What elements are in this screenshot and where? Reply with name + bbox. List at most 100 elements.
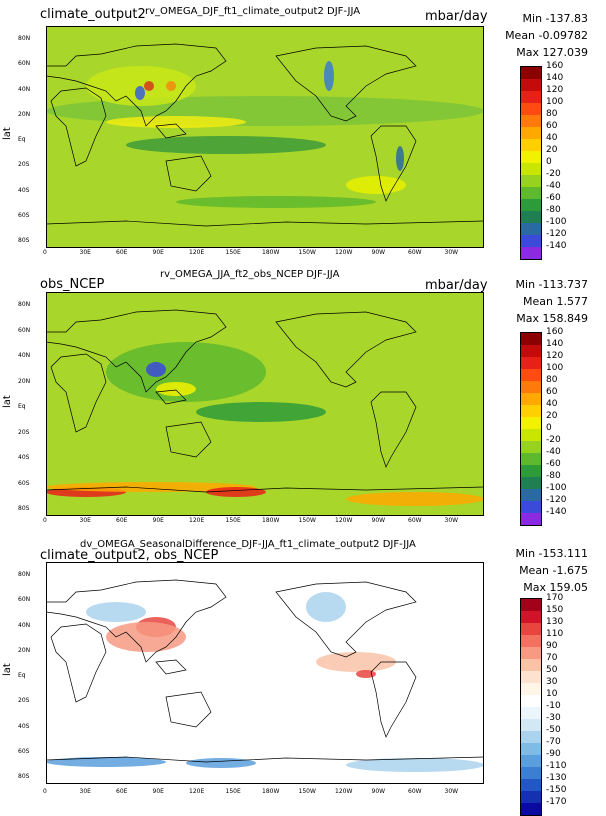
lat-tick-label: 80S bbox=[18, 505, 30, 512]
map-frame bbox=[46, 292, 484, 516]
coastline bbox=[45, 486, 485, 493]
colorbar-swatch bbox=[521, 489, 541, 501]
lon-tick-label: 120W bbox=[335, 788, 353, 795]
colorbar-label: 40 bbox=[546, 133, 558, 143]
field-anomaly bbox=[144, 81, 154, 91]
lon-tick-label: 60E bbox=[116, 788, 128, 795]
lon-tick-label: 0 bbox=[43, 517, 47, 524]
lon-tick-label: 150W bbox=[298, 517, 316, 524]
lon-tick-label: 0 bbox=[43, 249, 47, 256]
lon-tick-label: 120E bbox=[189, 249, 205, 256]
colorbar-swatch bbox=[521, 719, 541, 731]
colorbar-swatch bbox=[521, 611, 541, 623]
field-anomaly bbox=[126, 136, 326, 154]
colorbar-label: -60 bbox=[546, 193, 561, 203]
colorbar-swatch bbox=[521, 731, 541, 743]
colorbar-label: 140 bbox=[546, 339, 564, 349]
lon-tick-label: 60W bbox=[408, 517, 422, 524]
lat-tick-label: 40S bbox=[18, 186, 30, 194]
field-anomaly bbox=[396, 146, 404, 171]
colorbar-swatch bbox=[521, 695, 541, 707]
lon-tick-label: 120E bbox=[189, 788, 205, 795]
colorbar-label: 170 bbox=[546, 593, 564, 603]
colorbar-label: 60 bbox=[546, 121, 558, 131]
colorbar-label: 50 bbox=[546, 665, 558, 675]
panel-difference: climate_output2, obs_NCEP dv_OMEGA_Seaso… bbox=[0, 536, 606, 816]
colorbar-label: -130 bbox=[546, 773, 567, 783]
colorbar-swatch bbox=[521, 199, 541, 211]
colorbar-swatches bbox=[520, 332, 542, 526]
stat-max: Max 127.039 bbox=[516, 46, 588, 59]
colorbar-label: -30 bbox=[546, 713, 561, 723]
lat-tick-label: Eq bbox=[18, 672, 26, 679]
lat-tick-label: Eq bbox=[18, 403, 26, 410]
y-axis-label: lat bbox=[2, 663, 13, 676]
lat-tick-label: 20S bbox=[18, 428, 30, 436]
stat-mean: Mean -1.675 bbox=[519, 564, 588, 577]
colorbar-label: -140 bbox=[546, 241, 567, 251]
coastline bbox=[50, 623, 107, 703]
coastline bbox=[155, 123, 187, 139]
colorbar-label: 0 bbox=[546, 157, 552, 167]
colorbar-label: 10 bbox=[546, 689, 558, 699]
lon-tick-label: 180W bbox=[262, 517, 280, 524]
colorbar-swatch bbox=[521, 791, 541, 803]
field-anomaly bbox=[106, 342, 266, 402]
colorbar-swatch bbox=[521, 803, 541, 815]
colorbar-label: -60 bbox=[546, 459, 561, 469]
colorbar-label: 70 bbox=[546, 653, 558, 663]
panel-obs: obs_NCEP rv_OMEGA_JJA_ft2_obs_NCEP DJF-J… bbox=[0, 268, 606, 536]
colorbar-swatch bbox=[521, 477, 541, 489]
coastline bbox=[370, 125, 417, 202]
colorbar-swatch bbox=[521, 429, 541, 441]
stat-min: Min -137.83 bbox=[522, 12, 588, 25]
field-anomaly bbox=[166, 81, 176, 91]
colorbar-label: -140 bbox=[546, 507, 567, 517]
field-anomaly bbox=[86, 66, 196, 106]
lon-tick-label: 90E bbox=[152, 249, 164, 256]
stat-mean: Mean -0.09782 bbox=[505, 29, 588, 42]
map-frame bbox=[46, 26, 484, 248]
field-anomaly bbox=[156, 382, 196, 396]
colorbar-swatch bbox=[521, 127, 541, 139]
lon-tick-label: 150W bbox=[298, 788, 316, 795]
colorbar-swatch bbox=[521, 139, 541, 151]
colorbar-label: 100 bbox=[546, 97, 564, 107]
map-frame bbox=[46, 562, 484, 784]
panel-center-title: rv_OMEGA_JJA_ft2_obs_NCEP DJF-JJA bbox=[160, 269, 340, 280]
colorbar-swatch bbox=[521, 623, 541, 635]
lon-tick-label: 30E bbox=[79, 249, 91, 256]
colorbar-label: -20 bbox=[546, 435, 561, 445]
panel-left-title: climate_output2 bbox=[40, 7, 146, 22]
field-anomaly bbox=[186, 758, 256, 768]
lat-tick-label: 80S bbox=[18, 773, 30, 780]
colorbar-label: -80 bbox=[546, 205, 561, 215]
lat-tick-label: 60S bbox=[18, 479, 30, 487]
lat-tick-label: 20N bbox=[18, 377, 31, 385]
map-plot bbox=[45, 292, 485, 516]
lat-tick-label: 80N bbox=[18, 35, 31, 42]
colorbar-swatch bbox=[521, 79, 541, 91]
lat-tick-label: 80N bbox=[18, 571, 31, 578]
lat-tick-label: 60N bbox=[18, 60, 31, 68]
colorbar-label: -70 bbox=[546, 737, 561, 747]
y-axis-label: lat bbox=[2, 395, 13, 408]
lat-tick-label: 20N bbox=[18, 110, 31, 118]
colorbar-swatch bbox=[521, 683, 541, 695]
colorbar-swatch bbox=[521, 247, 541, 259]
lon-tick-label: 120W bbox=[335, 249, 353, 256]
colorbar-label: 80 bbox=[546, 375, 558, 385]
coastline bbox=[370, 391, 417, 468]
colorbar-swatches bbox=[520, 598, 542, 816]
lat-tick-label: 20S bbox=[18, 697, 30, 705]
coastline bbox=[45, 43, 227, 127]
lat-tick-label: 40N bbox=[18, 352, 31, 359]
colorbar-swatches bbox=[520, 66, 542, 260]
lat-tick-label: 40S bbox=[18, 454, 30, 461]
lon-tick-label: 90W bbox=[371, 249, 386, 256]
colorbar-label: 30 bbox=[546, 677, 558, 687]
stat-min: Min -113.737 bbox=[515, 278, 588, 291]
colorbar-swatch bbox=[521, 67, 541, 79]
coastline bbox=[370, 661, 417, 738]
colorbar-swatch bbox=[521, 235, 541, 247]
